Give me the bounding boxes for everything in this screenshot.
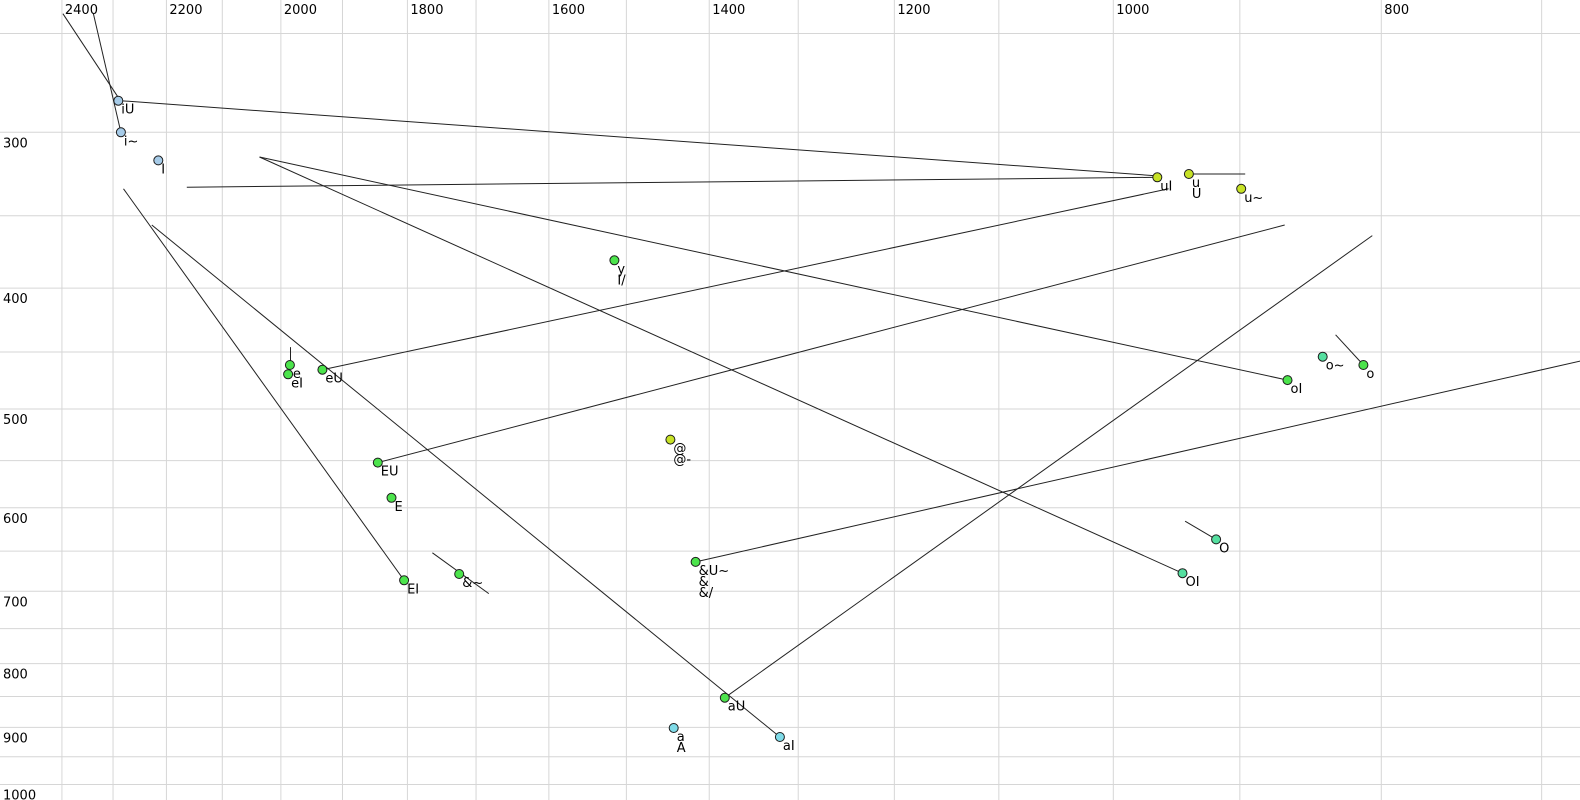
vowel-label-a: a	[677, 730, 685, 745]
y-axis-tick-label: 800	[3, 668, 28, 683]
vowel-point-a	[668, 723, 679, 733]
y-axis-tick-label: 500	[3, 413, 28, 428]
vowel-point-O	[1211, 534, 1222, 545]
vowel-point-OI	[1177, 568, 1188, 579]
vowel-label-U: U	[1192, 187, 1202, 202]
trajectory-line-EI-offglide	[123, 188, 405, 581]
vowel-label-@-: @-	[673, 453, 691, 468]
y-axis-tick-label: 1000	[3, 789, 36, 800]
vowel-label-y: y	[617, 262, 625, 277]
trajectory-line-EU-offglide	[377, 224, 1285, 464]
vowel-point-E	[386, 492, 397, 503]
vowel-point-layer	[113, 95, 1369, 742]
vowel-point-o~	[1317, 351, 1328, 362]
x-axis-tick-label: 1000	[1116, 3, 1149, 18]
vowel-point-o	[1358, 360, 1369, 370]
vowel-label-O: O	[1219, 541, 1229, 556]
vowel-point-EU	[372, 457, 383, 468]
y-axis-tick-label: 600	[3, 512, 28, 527]
trajectory-line-&U~-offglide	[695, 360, 1580, 563]
vowel-label-aI: aI	[783, 739, 795, 754]
trajectory-line-into-o	[1335, 334, 1364, 366]
y-axis-tick-label: 900	[3, 731, 28, 746]
vowel-point-eI	[283, 369, 294, 380]
vowel-label-EI: EI	[407, 582, 419, 597]
y-axis-tick-label: 300	[3, 136, 28, 151]
vowel-point-e	[284, 360, 295, 370]
vowel-point-u	[1183, 169, 1194, 179]
trajectory-line-into-iU	[62, 13, 121, 101]
vowel-label-aU: aU	[728, 700, 745, 715]
x-axis-tick-label: 2200	[169, 3, 202, 18]
vowel-point-I	[153, 155, 164, 166]
vowel-label-u: u	[1192, 176, 1200, 191]
vowel-point-eU	[317, 364, 328, 375]
x-axis-tick-label: 2000	[284, 3, 317, 18]
x-axis-tick-label: 2400	[65, 3, 98, 18]
vowel-point-iU	[113, 95, 124, 106]
trajectory-line-uI-offglide	[186, 176, 1158, 188]
x-axis-tick-label: 1600	[552, 3, 585, 18]
vowel-label-o~: o~	[1326, 359, 1345, 374]
trajectory-line-OI-offglide	[259, 156, 1183, 574]
vowel-label-A: A	[677, 741, 686, 756]
vowel-point-u~	[1236, 183, 1247, 194]
vowel-label-&: &	[699, 575, 709, 590]
y-axis-tick-label: 400	[3, 292, 28, 307]
vowel-point-uI	[1152, 172, 1163, 183]
vowel-label-@: @	[673, 442, 686, 457]
trajectory-line-into-O	[1184, 520, 1217, 540]
vowel-label-I/: I/	[617, 273, 626, 288]
vowel-label-uI: uI	[1160, 179, 1172, 194]
x-axis-tick-label: 1200	[897, 3, 930, 18]
x-axis-tick-label: 1800	[410, 3, 443, 18]
vowel-label-OI: OI	[1186, 575, 1200, 590]
x-axis-tick-label: 800	[1384, 3, 1409, 18]
vowel-point-oI	[1282, 375, 1293, 386]
vowel-point-y	[609, 255, 620, 266]
y-axis-tick-label: 700	[3, 595, 28, 610]
vowel-label-eU: eU	[325, 372, 343, 387]
vowel-point-i~	[115, 127, 126, 138]
vowel-label-i~: i~	[124, 134, 139, 149]
vowel-label-e: e	[293, 367, 301, 382]
trajectory-line-eU-offglide	[322, 188, 1169, 371]
vowel-label-o: o	[1366, 367, 1374, 382]
trajectory-layer	[62, 13, 1580, 738]
vowel-label-&~: &~	[462, 576, 483, 591]
vowel-label-EU: EU	[381, 465, 399, 480]
vowel-label-oI: oI	[1291, 382, 1303, 397]
vowel-point-@	[665, 434, 676, 445]
vowel-label-E: E	[395, 500, 403, 515]
vowel-point-aI	[774, 732, 785, 742]
vowel-label-iU: iU	[121, 103, 134, 118]
vowel-point-&U~	[690, 556, 701, 567]
vowel-label-&/: &/	[699, 586, 714, 601]
vowel-label-eI: eI	[291, 376, 303, 391]
trajectory-line-oI-offglide	[259, 156, 1288, 381]
trajectory-line-aI-offglide	[151, 224, 781, 738]
vowel-label-u~: u~	[1244, 191, 1263, 206]
trajectory-line-into-i~	[92, 13, 122, 133]
trajectory-line-aU-offglide	[724, 235, 1373, 699]
trajectory-line-iU-offglide	[120, 100, 1154, 177]
vowel-point-EI	[399, 575, 410, 586]
vowel-point-&~	[454, 569, 465, 579]
vowel-point-aU	[719, 692, 730, 703]
vowel-label-I: I	[161, 162, 165, 177]
vowel-label-&U~: &U~	[699, 564, 730, 579]
x-axis-tick-label: 1400	[712, 3, 745, 18]
axis-tick-label-layer: 2400 2200 2000 1800 1600 1400 1200 1000 800 300 40…	[3, 3, 1409, 800]
